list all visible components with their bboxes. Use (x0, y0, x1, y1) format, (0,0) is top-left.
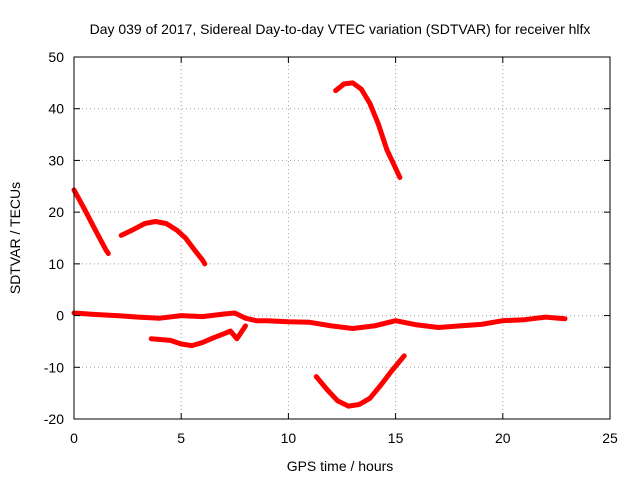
series-arc-1 (71, 187, 111, 256)
series-arc-6 (313, 353, 407, 409)
series-arc-3 (333, 80, 403, 180)
x-tick-label: 0 (70, 430, 78, 446)
y-tick-label: 20 (48, 204, 64, 220)
y-tick-label: 10 (48, 256, 64, 272)
y-axis-label: SDTVAR / TECUs (7, 182, 23, 294)
x-tick-label: 5 (177, 430, 185, 446)
x-tick-label: 15 (388, 430, 404, 446)
x-tick-label: 10 (281, 430, 297, 446)
y-tick-label: 30 (48, 152, 64, 168)
chart-title: Day 039 of 2017, Sidereal Day-to-day VTE… (90, 21, 591, 37)
y-tick-label: 40 (48, 101, 64, 117)
y-tick-label: 0 (56, 308, 64, 324)
y-tick-label: -20 (44, 411, 64, 427)
grid (74, 57, 610, 419)
ticks: 0 5 10 15 20 25 -20 -10 0 10 20 30 40 50 (44, 49, 618, 446)
series-arc-5 (148, 323, 248, 349)
series-arc-2 (118, 219, 208, 267)
x-tick-label: 20 (495, 430, 511, 446)
x-tick-label: 25 (602, 430, 618, 446)
series-arc-4 (71, 310, 568, 331)
y-tick-label: 50 (48, 49, 64, 65)
y-tick-label: -10 (44, 359, 64, 375)
plot-frame (73, 56, 611, 420)
x-axis-label: GPS time / hours (287, 458, 394, 474)
series-group (71, 80, 568, 409)
